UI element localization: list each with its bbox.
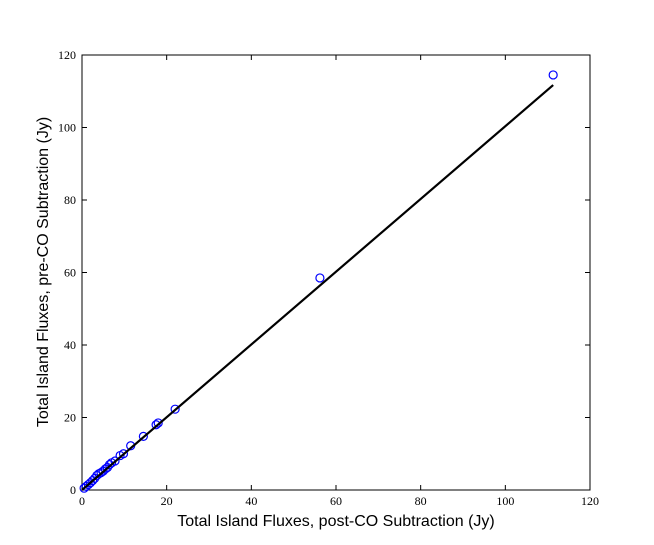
- data-point: [151, 420, 161, 430]
- y-tick-label: 80: [64, 193, 76, 207]
- x-tick-label: 20: [161, 494, 173, 508]
- data-point: [79, 483, 89, 493]
- x-tick-label: 60: [330, 494, 342, 508]
- y-tick-label: 20: [64, 411, 76, 425]
- y-tick-label: 40: [64, 338, 76, 352]
- x-tick-label: 120: [581, 494, 599, 508]
- data-point: [153, 418, 163, 428]
- y-tick-label: 100: [58, 121, 76, 135]
- x-tick-label: 80: [415, 494, 427, 508]
- data-point: [138, 431, 148, 441]
- x-tick-label: 0: [79, 494, 85, 508]
- data-point: [81, 481, 91, 491]
- y-axis-label: Total Island Fluxes, pre-CO Subtraction …: [35, 117, 52, 427]
- data-point: [115, 450, 125, 461]
- y-tick-label: 0: [70, 483, 76, 497]
- x-tick-label: 100: [496, 494, 514, 508]
- data-point: [548, 70, 558, 80]
- y-tick-label: 120: [58, 48, 76, 62]
- data-point: [315, 273, 325, 283]
- data-point: [170, 404, 180, 414]
- y-tick-label: 60: [64, 266, 76, 280]
- fit-line: [81, 84, 554, 491]
- x-axis-label: Total Island Fluxes, post-CO Subtraction…: [177, 513, 494, 530]
- x-tick-label: 40: [245, 494, 257, 508]
